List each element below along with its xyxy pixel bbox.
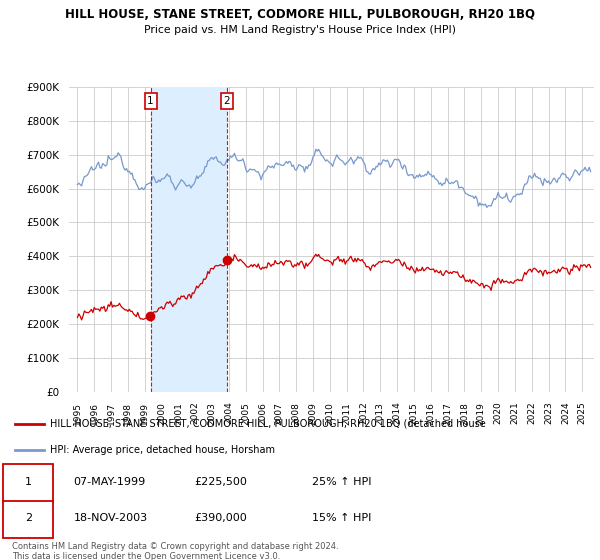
Text: 07-MAY-1999: 07-MAY-1999 xyxy=(74,477,146,487)
Text: Price paid vs. HM Land Registry's House Price Index (HPI): Price paid vs. HM Land Registry's House … xyxy=(144,25,456,35)
Text: 2: 2 xyxy=(25,513,32,523)
Text: 15% ↑ HPI: 15% ↑ HPI xyxy=(312,513,371,523)
Text: HILL HOUSE, STANE STREET, CODMORE HILL, PULBOROUGH, RH20 1BQ: HILL HOUSE, STANE STREET, CODMORE HILL, … xyxy=(65,8,535,21)
Text: £225,500: £225,500 xyxy=(194,477,247,487)
Text: £390,000: £390,000 xyxy=(194,513,247,523)
Text: 18-NOV-2003: 18-NOV-2003 xyxy=(74,513,148,523)
Text: 25% ↑ HPI: 25% ↑ HPI xyxy=(312,477,371,487)
FancyBboxPatch shape xyxy=(3,464,53,502)
Text: 1: 1 xyxy=(25,477,32,487)
Text: Contains HM Land Registry data © Crown copyright and database right 2024.
This d: Contains HM Land Registry data © Crown c… xyxy=(12,542,338,560)
Text: 2: 2 xyxy=(224,96,230,106)
Text: HILL HOUSE, STANE STREET, CODMORE HILL, PULBOROUGH, RH20 1BQ (detached house: HILL HOUSE, STANE STREET, CODMORE HILL, … xyxy=(50,419,486,429)
Text: HPI: Average price, detached house, Horsham: HPI: Average price, detached house, Hors… xyxy=(50,445,275,455)
FancyBboxPatch shape xyxy=(3,501,53,538)
Bar xyxy=(151,87,227,392)
Text: 1: 1 xyxy=(147,96,154,106)
